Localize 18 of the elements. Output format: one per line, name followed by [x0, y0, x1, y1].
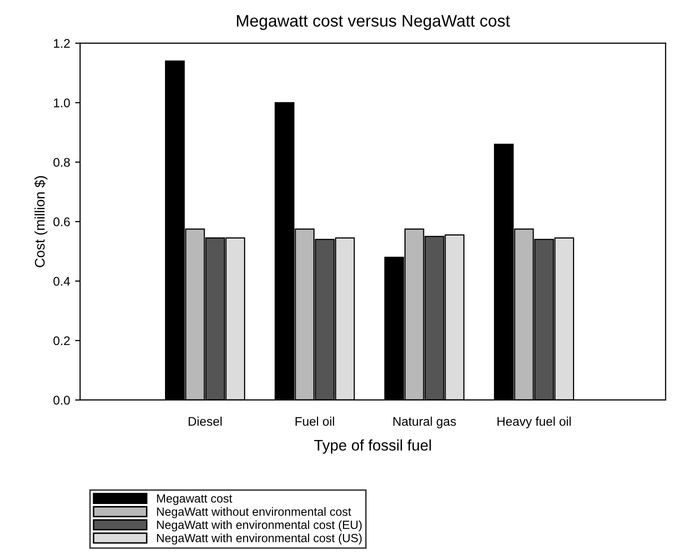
- y-tick-label: 1.0: [54, 98, 70, 108]
- y-tick-label: 0.6: [53, 217, 70, 226]
- legend-label: Megawatt cost: [157, 494, 232, 505]
- legend-label: NegaWatt with environmental cost (US): [157, 534, 362, 545]
- y-tick-label: 0.4: [53, 276, 70, 286]
- legend-label: NegaWatt with environmental cost (EU): [157, 520, 362, 532]
- chart-title: Megawatt cost versus NegaWatt cost: [236, 15, 510, 30]
- y-tick-label: 1.2: [54, 39, 70, 48]
- x-tick-label: Diesel: [188, 416, 222, 426]
- y-tick-label: 0.0: [53, 396, 70, 405]
- legend-label: NegaWatt without environmental cost: [157, 507, 352, 518]
- y-axis-title: Cost (million $): [34, 176, 48, 268]
- y-tick-label: 0.8: [53, 158, 70, 167]
- x-tick-label: Natural gas: [393, 416, 456, 428]
- x-tick-label: Heavy fuel oil: [498, 416, 571, 428]
- y-tick-label: 0.2: [53, 336, 70, 346]
- x-tick-label: Fuel oil: [296, 416, 334, 426]
- x-axis-title: Type of fossil fuel: [314, 439, 431, 454]
